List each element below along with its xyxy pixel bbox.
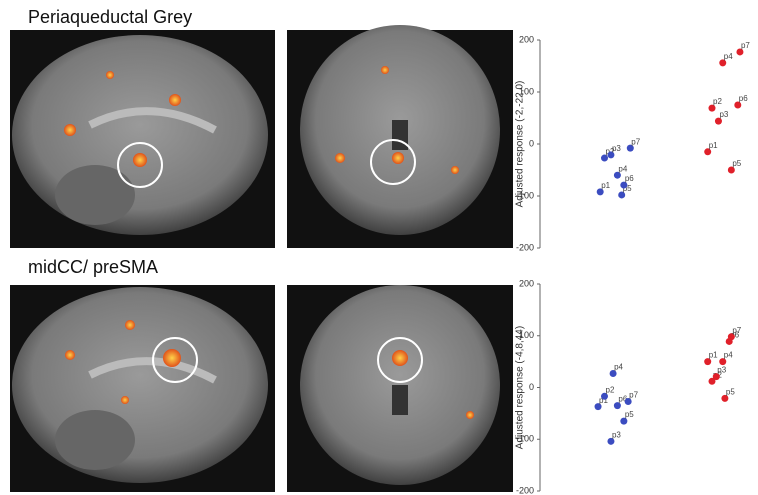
point-label: p2	[606, 385, 615, 394]
data-point	[721, 394, 729, 402]
point-label: p6	[618, 395, 627, 404]
point-label: p6	[625, 174, 634, 183]
point-label: p3	[717, 366, 726, 375]
data-point	[601, 392, 608, 400]
point-label: p1	[709, 141, 718, 150]
y-tick-label: 0	[529, 138, 534, 148]
point-label: p6	[739, 94, 748, 103]
point-label: p4	[724, 52, 733, 61]
y-tick-label: -100	[516, 434, 534, 444]
data-point	[708, 377, 716, 385]
data-point	[601, 154, 608, 162]
point-label: p3	[612, 430, 621, 439]
data-point	[719, 59, 727, 67]
sagittal-image-top	[10, 30, 275, 248]
y-tick-label: -100	[516, 190, 534, 200]
panel-title: Periaqueductal Grey	[28, 7, 192, 27]
point-label: p1	[599, 396, 608, 405]
data-point	[596, 188, 604, 196]
point-label: p3	[719, 110, 728, 119]
data-point	[626, 144, 634, 152]
sagittal-image-bottom	[10, 285, 275, 492]
data-point	[719, 358, 727, 366]
point-label: p6	[730, 331, 739, 340]
point-label: p5	[625, 410, 634, 419]
data-point	[704, 358, 712, 366]
point-label: p7	[732, 326, 741, 335]
data-point	[712, 373, 720, 381]
data-point	[594, 403, 602, 411]
data-point	[708, 104, 716, 112]
data-point	[624, 397, 632, 405]
point-label: p7	[741, 41, 750, 50]
y-tick-label: 100	[519, 86, 534, 96]
data-point	[727, 166, 735, 174]
data-point	[607, 437, 615, 445]
y-tick-label: -200	[516, 242, 534, 252]
point-label: p3	[612, 144, 621, 153]
y-tick-label: 200	[519, 34, 534, 44]
point-label: p4	[618, 164, 627, 173]
data-point	[613, 171, 621, 179]
data-point	[727, 333, 735, 341]
point-label: p7	[629, 391, 638, 400]
data-point	[714, 117, 722, 125]
point-label: p4	[724, 351, 733, 360]
coronal-image-bottom	[287, 285, 513, 492]
y-tick-label: 100	[519, 330, 534, 340]
point-label: p5	[732, 159, 741, 168]
point-label: p1	[709, 351, 718, 360]
data-point	[704, 148, 712, 156]
point-label: p5	[623, 184, 632, 193]
point-label: p7	[631, 137, 640, 146]
data-point	[734, 101, 742, 109]
panel-title: midCC/ preSMA	[28, 257, 158, 277]
data-point	[607, 151, 615, 159]
point-label: p2	[713, 97, 722, 106]
data-point	[618, 191, 626, 199]
y-axis-label: Adjusted response (-2,-22,0)	[515, 81, 526, 208]
y-tick-label: -200	[516, 485, 534, 495]
data-point	[620, 181, 628, 189]
data-point	[620, 417, 628, 425]
y-tick-label: 0	[529, 382, 534, 392]
point-label: p1	[601, 181, 610, 190]
y-axis-label: Adjusted response (-4,8,44)	[515, 326, 526, 449]
coronal-image-top	[287, 25, 513, 248]
data-point	[613, 402, 621, 410]
point-label: p4	[614, 363, 623, 372]
y-tick-label: 200	[519, 278, 534, 288]
point-label: p5	[726, 387, 735, 396]
data-point	[609, 370, 617, 378]
data-point	[736, 48, 744, 56]
